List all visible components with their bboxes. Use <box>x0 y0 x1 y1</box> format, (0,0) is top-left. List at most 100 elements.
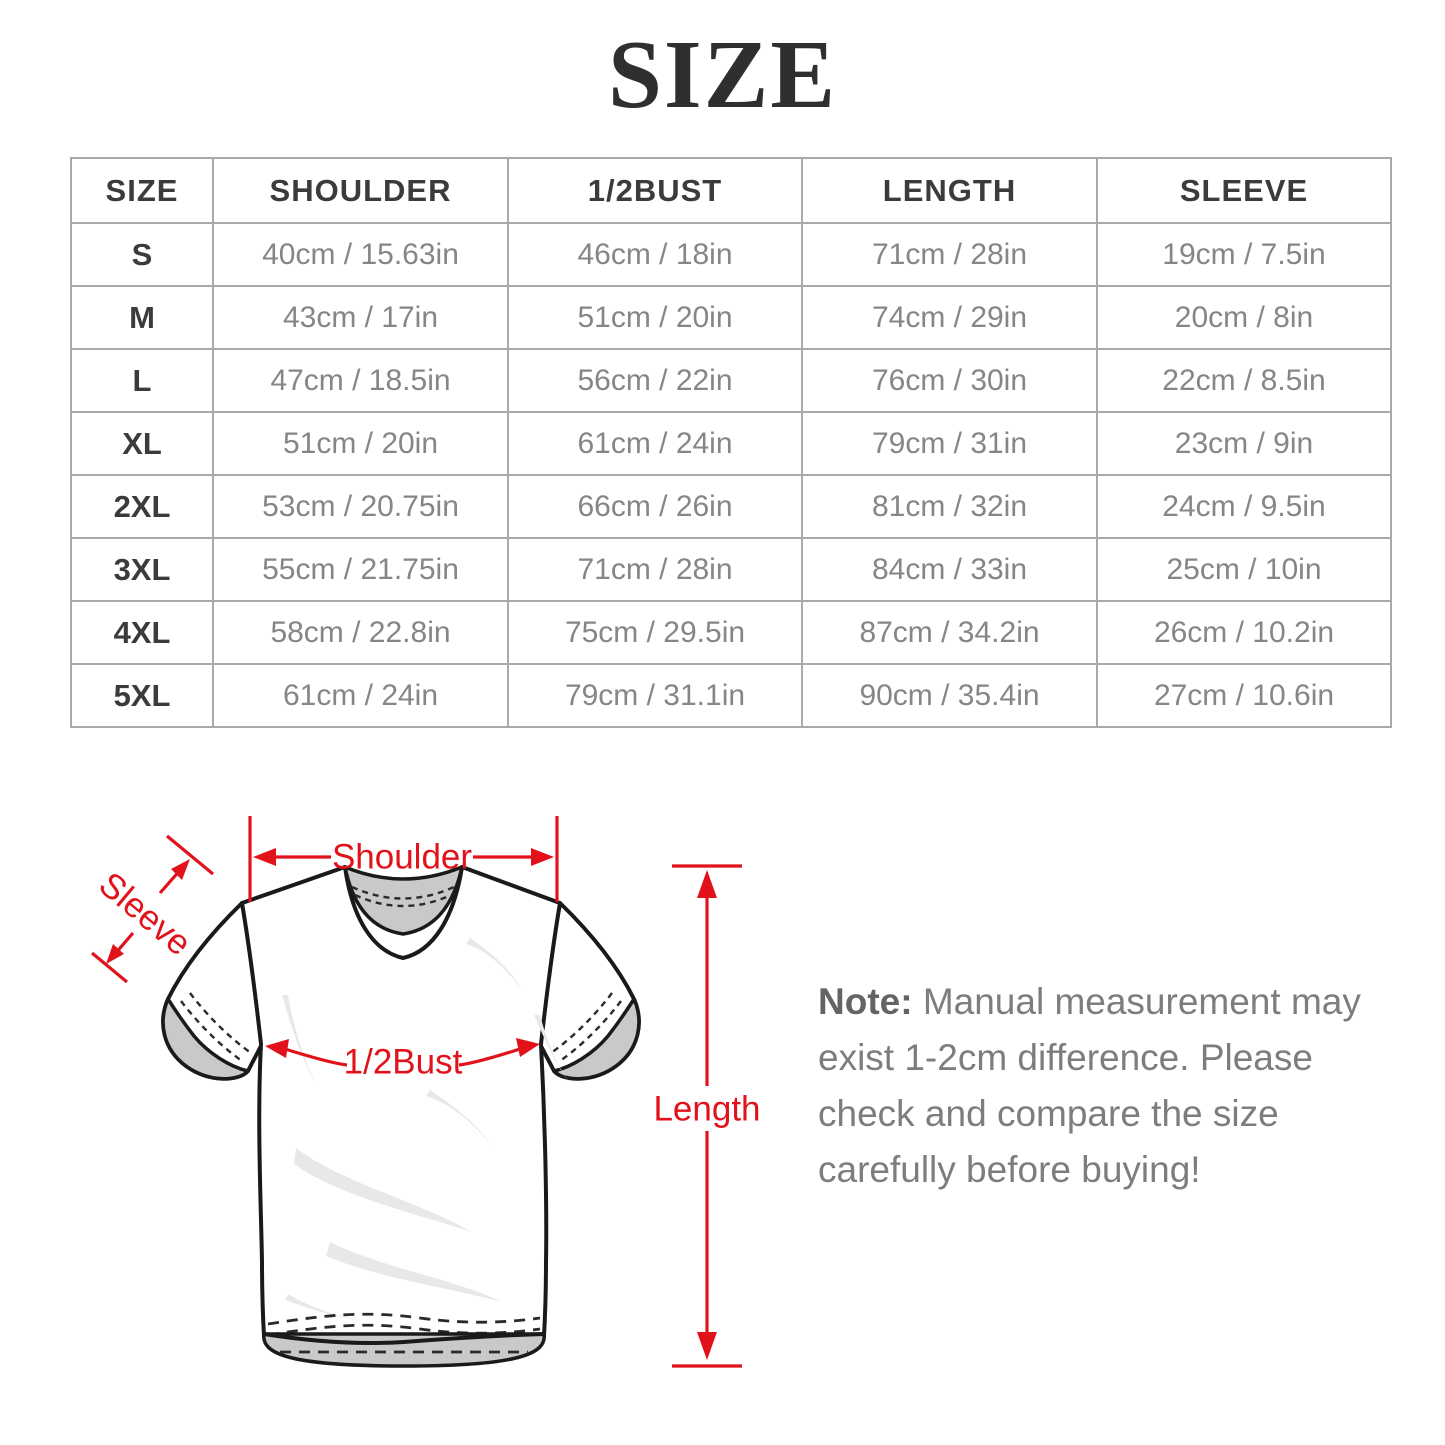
size-cell: M <box>70 285 214 350</box>
bust-cell: 79cm / 31.1in <box>507 663 803 728</box>
size-cell: 4XL <box>70 600 214 665</box>
size-cell: XL <box>70 411 214 476</box>
right-cuff-stitching <box>559 1000 622 1062</box>
size-cell: 3XL <box>70 537 214 602</box>
shoulder-cell: 53cm / 20.75in <box>212 474 509 539</box>
column-header-bust: 1/2BUST <box>507 157 803 224</box>
bust-cell: 56cm / 22in <box>507 348 803 413</box>
tshirt-body <box>240 865 562 1338</box>
length-cell: 81cm / 32in <box>801 474 1098 539</box>
fabric-wrinkle <box>282 995 318 1088</box>
bust-dim-line-left <box>284 1047 348 1067</box>
sleeve-tick-upper <box>165 834 215 876</box>
shoulder-cell: 55cm / 21.75in <box>212 537 509 602</box>
length-cell: 74cm / 29in <box>801 285 1098 350</box>
length-cell: 71cm / 28in <box>801 222 1098 287</box>
fabric-wrinkle <box>466 938 522 990</box>
shoulder-cell: 43cm / 17in <box>212 285 509 350</box>
length-arrowhead-down <box>697 1332 717 1360</box>
length-cell: 76cm / 30in <box>801 348 1098 413</box>
shoulder-dimension: Shoulder <box>248 816 559 902</box>
size-table-header-row: SIZE SHOULDER 1/2BUST LENGTH SLEEVE <box>70 157 1392 224</box>
bust-arrowhead-left <box>265 1039 289 1058</box>
column-header-length: LENGTH <box>801 157 1098 224</box>
collar-stitching <box>354 893 452 908</box>
right-cuff-stitching <box>550 992 613 1054</box>
bust-cell: 46cm / 18in <box>507 222 803 287</box>
shoulder-cell: 61cm / 24in <box>212 663 509 728</box>
hem-stitching <box>267 1323 541 1337</box>
length-cell: 90cm / 35.4in <box>801 663 1098 728</box>
sleeve-arrowhead-lower <box>106 944 124 964</box>
table-row: 3XL 55cm / 21.75in 71cm / 28in 84cm / 33… <box>70 537 1392 602</box>
table-row: 4XL 58cm / 22.8in 75cm / 29.5in 87cm / 3… <box>70 600 1392 665</box>
column-header-size: SIZE <box>70 157 214 224</box>
sleeve-cell: 25cm / 10in <box>1096 537 1392 602</box>
sleeve-cell: 22cm / 8.5in <box>1096 348 1392 413</box>
sleeve-arrowhead-upper <box>171 859 190 880</box>
table-row: S 40cm / 15.63in 46cm / 18in 71cm / 28in… <box>70 222 1392 287</box>
size-table: SIZE SHOULDER 1/2BUST LENGTH SLEEVE S 40… <box>70 157 1392 728</box>
column-header-sleeve: SLEEVE <box>1096 157 1392 224</box>
sleeve-cell: 27cm / 10.6in <box>1096 663 1392 728</box>
sleeve-label: Sleeve <box>91 865 198 964</box>
length-label: Length <box>653 1090 760 1129</box>
table-row: XL 51cm / 20in 61cm / 24in 79cm / 31in 2… <box>70 411 1392 476</box>
bust-label: 1/2Bust <box>344 1043 463 1082</box>
table-row: 2XL 53cm / 20.75in 66cm / 26in 81cm / 32… <box>70 474 1392 539</box>
hem-stitching <box>267 1312 541 1326</box>
sleeve-cell: 20cm / 8in <box>1096 285 1392 350</box>
size-cell: 5XL <box>70 663 214 728</box>
shoulder-cell: 40cm / 15.63in <box>212 222 509 287</box>
shoulder-arrowhead-left <box>253 848 276 866</box>
bust-cell: 66cm / 26in <box>507 474 803 539</box>
left-cuff-stitching <box>180 1000 243 1062</box>
size-cell: S <box>70 222 214 287</box>
bust-dimension: 1/2Bust <box>265 1038 540 1082</box>
sleeve-cell: 19cm / 7.5in <box>1096 222 1392 287</box>
collar-stitching <box>351 885 455 900</box>
page-title: SIZE <box>607 21 838 128</box>
shoulder-cell: 47cm / 18.5in <box>212 348 509 413</box>
shoulder-arrowhead-right <box>531 848 554 866</box>
note-text: Manual measurement may exist 1-2cm diffe… <box>818 981 1361 1190</box>
sleeve-cell: 26cm / 10.2in <box>1096 600 1392 665</box>
bust-cell: 75cm / 29.5in <box>507 600 803 665</box>
table-row: M 43cm / 17in 51cm / 20in 74cm / 29in 20… <box>70 285 1392 350</box>
left-cuff-stitching <box>189 992 252 1054</box>
length-cell: 87cm / 34.2in <box>801 600 1098 665</box>
shoulder-cell: 51cm / 20in <box>212 411 509 476</box>
length-cell: 84cm / 33in <box>801 537 1098 602</box>
length-arrowhead-up <box>697 870 717 898</box>
bust-dim-line-right <box>458 1047 521 1067</box>
bust-cell: 71cm / 28in <box>507 537 803 602</box>
shoulder-label: Shoulder <box>332 838 472 877</box>
note-label: Note: <box>818 981 913 1022</box>
tshirt-right-cuff <box>552 997 641 1081</box>
table-row: L 47cm / 18.5in 56cm / 22in 76cm / 30in … <box>70 348 1392 413</box>
tshirt-illustration <box>161 865 641 1368</box>
bust-arrowhead-right <box>516 1038 540 1057</box>
sleeve-cell: 24cm / 9.5in <box>1096 474 1392 539</box>
bust-cell: 51cm / 20in <box>507 285 803 350</box>
table-row: 5XL 61cm / 24in 79cm / 31.1in 90cm / 35.… <box>70 663 1392 728</box>
tshirt-left-cuff <box>161 997 250 1081</box>
column-header-shoulder: SHOULDER <box>212 157 509 224</box>
sleeve-tick-lower <box>90 951 129 984</box>
length-cell: 79cm / 31in <box>801 411 1098 476</box>
shoulder-cell: 58cm / 22.8in <box>212 600 509 665</box>
size-cell: L <box>70 348 214 413</box>
measurement-note: Note: Manual measurement may exist 1-2cm… <box>818 974 1366 1198</box>
sleeve-cell: 23cm / 9in <box>1096 411 1392 476</box>
tshirt-measurement-diagram: Shoulder Sleeve 1/2Bust Length <box>90 816 761 1368</box>
length-dimension: Length <box>653 864 761 1368</box>
fabric-wrinkle <box>294 1148 472 1232</box>
size-cell: 2XL <box>70 474 214 539</box>
tshirt-collar-inner <box>343 865 464 936</box>
fabric-wrinkle <box>326 1242 502 1302</box>
fabric-wrinkle <box>426 1090 492 1146</box>
hem-roll-edge <box>263 1332 545 1345</box>
bust-cell: 61cm / 24in <box>507 411 803 476</box>
fabric-wrinkle <box>534 1015 572 1086</box>
